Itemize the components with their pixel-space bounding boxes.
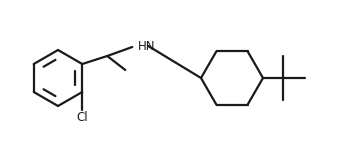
Text: HN: HN [138, 40, 156, 53]
Text: Cl: Cl [76, 111, 88, 124]
